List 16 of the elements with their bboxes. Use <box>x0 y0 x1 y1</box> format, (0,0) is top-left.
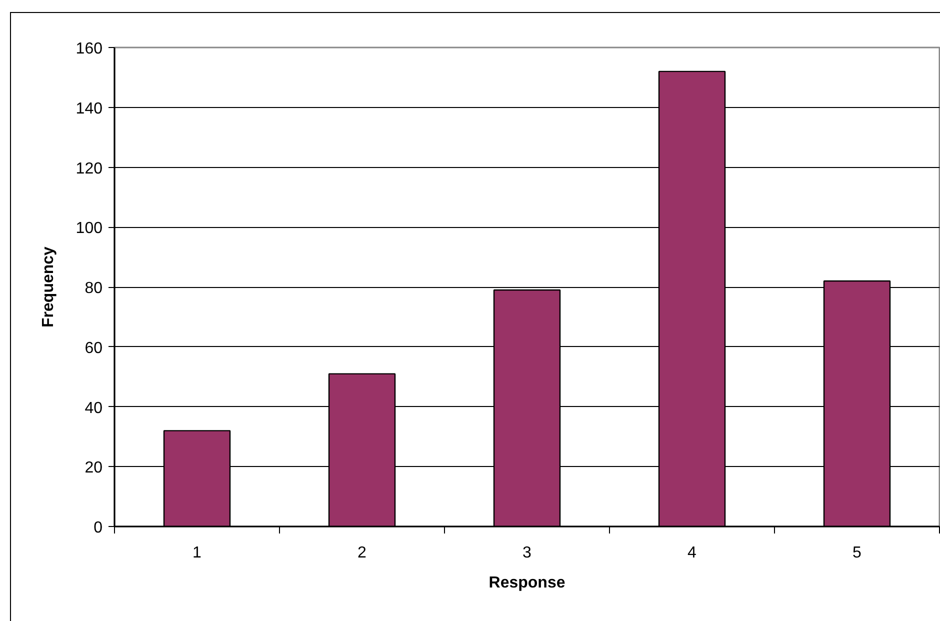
x-tick-label: 3 <box>522 544 532 562</box>
y-tick-label: 60 <box>84 340 103 357</box>
y-axis-title: Frequency <box>40 246 57 328</box>
y-tick-label: 40 <box>84 400 103 417</box>
y-tick-label: 140 <box>76 100 103 118</box>
x-tick-label: 2 <box>358 544 367 562</box>
y-tick-label: 120 <box>76 160 103 178</box>
y-tick-label: 100 <box>76 220 103 238</box>
y-tick-label: 80 <box>84 280 103 297</box>
y-tick-label: 20 <box>84 460 103 477</box>
x-axis-title: Response <box>488 574 566 592</box>
x-tick-label: 5 <box>852 544 862 562</box>
x-tick-label: 1 <box>192 544 202 562</box>
x-tick-label: 4 <box>688 544 697 562</box>
y-tick-label: 0 <box>94 520 103 536</box>
y-tick-label: 160 <box>76 40 103 58</box>
